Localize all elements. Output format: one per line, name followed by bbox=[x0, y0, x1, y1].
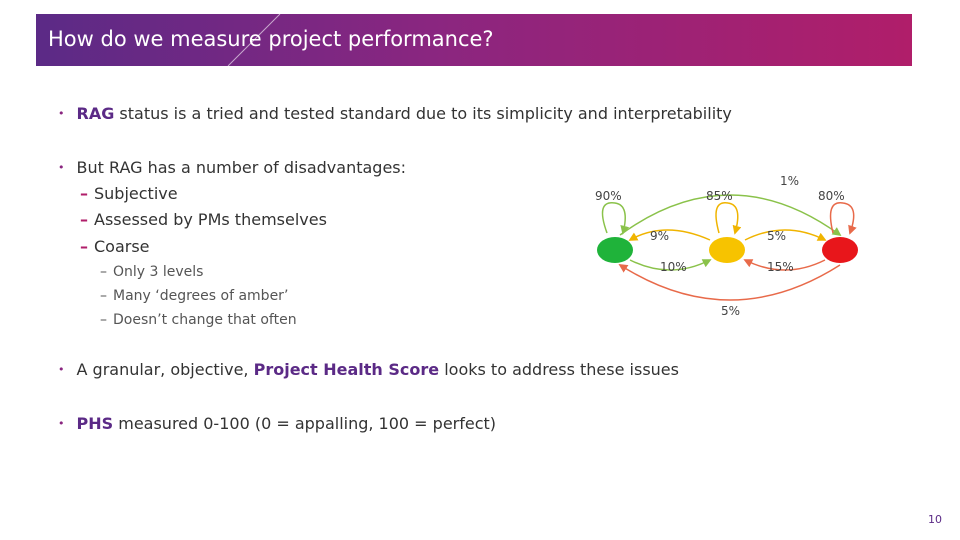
amber-state-node bbox=[709, 237, 745, 263]
green-state-node bbox=[597, 237, 633, 263]
bullet-dot: • bbox=[58, 363, 65, 376]
loop-green-self bbox=[601, 202, 630, 235]
sub-bullet-text: Subjective bbox=[94, 184, 178, 203]
subsub-dash: – bbox=[100, 264, 107, 280]
subsub-dash: – bbox=[100, 288, 107, 304]
label-red-to-green: 5% bbox=[721, 304, 740, 318]
label-green-to-amber: 10% bbox=[660, 260, 687, 274]
bullet-dot: • bbox=[58, 161, 65, 174]
sub-dash: – bbox=[80, 184, 88, 203]
subsub-bullet-amber: – Many ‘degrees of amber’ bbox=[100, 288, 288, 304]
subsub-bullet-text: Doesn’t change that often bbox=[113, 312, 297, 328]
sub-bullet-subjective: – Subjective bbox=[80, 184, 178, 203]
bullet-text: status is a tried and tested standard du… bbox=[114, 104, 732, 123]
arc-red-to-green bbox=[618, 264, 841, 301]
bullet-rag-status: • RAG status is a tried and tested standa… bbox=[58, 104, 732, 123]
rag-transition-diagram: 90% 85% 80% 1% 9% 10% 5% 15% 5% bbox=[595, 174, 858, 318]
rag-highlight: RAG bbox=[76, 104, 115, 123]
subsub-bullet-change: – Doesn’t change that often bbox=[100, 312, 297, 328]
arc-green-to-amber bbox=[629, 259, 712, 271]
label-amber-self: 85% bbox=[706, 189, 733, 203]
loop-amber-self bbox=[715, 202, 742, 235]
sub-dash: – bbox=[80, 210, 88, 229]
sub-dash: – bbox=[80, 237, 88, 256]
label-green-self: 90% bbox=[595, 189, 622, 203]
bullet-phs-range: • PHS measured 0-100 (0 = appalling, 100 … bbox=[58, 414, 496, 433]
arc-amber-to-green bbox=[628, 229, 711, 241]
sub-bullet-assessed: – Assessed by PMs themselves bbox=[80, 210, 327, 229]
page-number: 10 bbox=[928, 513, 942, 526]
label-amber-to-red: 5% bbox=[767, 229, 786, 243]
bullet-phs-intro: • A granular, objective, Project Health S… bbox=[58, 360, 679, 379]
bullet-text: A granular, objective, bbox=[76, 360, 254, 379]
bullet-dot: • bbox=[58, 107, 65, 120]
red-state-node bbox=[822, 237, 858, 263]
phs-highlight: Project Health Score bbox=[253, 360, 440, 379]
loop-red-self bbox=[829, 202, 857, 235]
label-amber-to-green: 9% bbox=[650, 229, 669, 243]
phs-abbrev-highlight: PHS bbox=[76, 414, 114, 433]
page-title: How do we measure project performance? bbox=[48, 27, 494, 51]
bullet-text: looks to address these issues bbox=[439, 360, 679, 379]
bullet-text: measured 0-100 (0 = appalling, 100 = per… bbox=[113, 414, 497, 433]
sub-bullet-text: Assessed by PMs themselves bbox=[94, 210, 327, 229]
subsub-bullet-text: Only 3 levels bbox=[113, 264, 204, 280]
subsub-bullet-text: Many ‘degrees of amber’ bbox=[113, 288, 289, 304]
bullet-text: But RAG has a number of disadvantages: bbox=[76, 158, 407, 177]
bullet-dot: • bbox=[58, 417, 65, 430]
sub-bullet-coarse: – Coarse bbox=[80, 237, 150, 256]
label-red-self: 80% bbox=[818, 189, 845, 203]
arc-red-to-amber bbox=[743, 259, 826, 271]
sub-bullet-text: Coarse bbox=[94, 237, 150, 256]
title-bar: How do we measure project performance? bbox=[36, 14, 912, 66]
subsub-bullet-levels: – Only 3 levels bbox=[100, 264, 203, 280]
label-red-to-amber: 15% bbox=[767, 260, 794, 274]
arc-amber-to-red bbox=[744, 229, 827, 241]
title-decoration bbox=[227, 14, 281, 66]
bullet-disadvantages: • But RAG has a number of disadvantages: bbox=[58, 158, 406, 177]
arc-green-to-red bbox=[619, 194, 842, 237]
label-green-to-red: 1% bbox=[780, 174, 799, 188]
subsub-dash: – bbox=[100, 312, 107, 328]
